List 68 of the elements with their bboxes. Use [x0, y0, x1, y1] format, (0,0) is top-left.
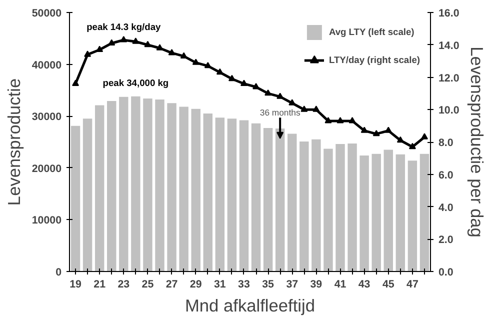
point	[132, 38, 140, 44]
x-tick-label: 37	[286, 278, 298, 290]
annotation: peak 34,000 kg	[102, 78, 169, 88]
point	[336, 116, 344, 124]
x-tick-label: 35	[262, 278, 274, 290]
point	[228, 74, 236, 82]
x-tick-label: 43	[358, 278, 370, 290]
point	[108, 39, 116, 46]
annotation: peak 14.3 kg/day	[86, 22, 162, 32]
point	[216, 68, 224, 75]
y-tick-label: 20000	[32, 162, 62, 175]
x-tick-label: 45	[382, 278, 394, 290]
point	[156, 44, 164, 50]
x-tick-label: 29	[190, 278, 202, 290]
point	[324, 116, 332, 124]
x-tick-label: 31	[214, 278, 226, 290]
point	[192, 58, 200, 65]
y2-tick-label: 0.0	[438, 266, 454, 278]
legend-label: LTY/day (right scale)	[328, 55, 420, 65]
y-tick-label: 50000	[32, 8, 62, 20]
point	[348, 116, 356, 124]
point	[180, 52, 188, 58]
y2-tick-label: 14.0	[438, 40, 460, 52]
point	[84, 50, 92, 57]
y-tick-label: 10000	[32, 214, 62, 227]
y2-tick-label: 6.0	[438, 169, 454, 182]
point	[384, 126, 392, 133]
x-tick-label: 41	[334, 278, 346, 290]
point	[372, 130, 380, 136]
point	[96, 46, 104, 52]
point	[72, 80, 80, 86]
point	[300, 106, 308, 112]
y-axis-title: Levensproductie	[4, 78, 24, 206]
point	[420, 133, 428, 140]
point	[204, 62, 212, 68]
y-tick-label: 30000	[32, 111, 62, 124]
point	[264, 89, 272, 96]
point	[144, 40, 152, 48]
y2-tick-label: 12.0	[438, 72, 460, 84]
x-tick-label: 27	[166, 278, 178, 290]
y2-tick-label: 10.0	[438, 104, 460, 117]
point	[120, 36, 128, 42]
point	[252, 83, 260, 90]
point	[288, 99, 296, 106]
point	[276, 92, 284, 99]
x-tick-label: 39	[310, 278, 322, 290]
x-tick-label: 21	[94, 278, 106, 290]
y-tick-label: 0	[56, 266, 62, 278]
x-tick-label: 33	[238, 278, 250, 290]
y2-tick-label: 8.0	[438, 137, 454, 149]
y2-tick-label: 16.0	[438, 8, 460, 20]
point	[408, 142, 416, 150]
point	[396, 136, 404, 143]
point	[360, 126, 368, 133]
x-tick-label: 19	[70, 278, 82, 290]
legend-label: Avg LTY (left scale)	[328, 27, 414, 37]
x-tick-label: 23	[118, 278, 130, 290]
y2-tick-label: 2.0	[438, 234, 454, 246]
y2-axis-title: Levensproductie per dag	[467, 46, 488, 238]
annotation: 36 months	[260, 108, 301, 118]
x-tick-label: 47	[406, 278, 418, 290]
y2-tick-label: 4.0	[438, 202, 454, 214]
y-tick-label: 40000	[32, 59, 62, 72]
x-axis-title: Mnd afkalfleeftijd	[184, 296, 316, 316]
point	[168, 49, 176, 56]
x-tick-label: 25	[142, 278, 154, 290]
point	[312, 106, 320, 112]
point	[240, 80, 248, 86]
